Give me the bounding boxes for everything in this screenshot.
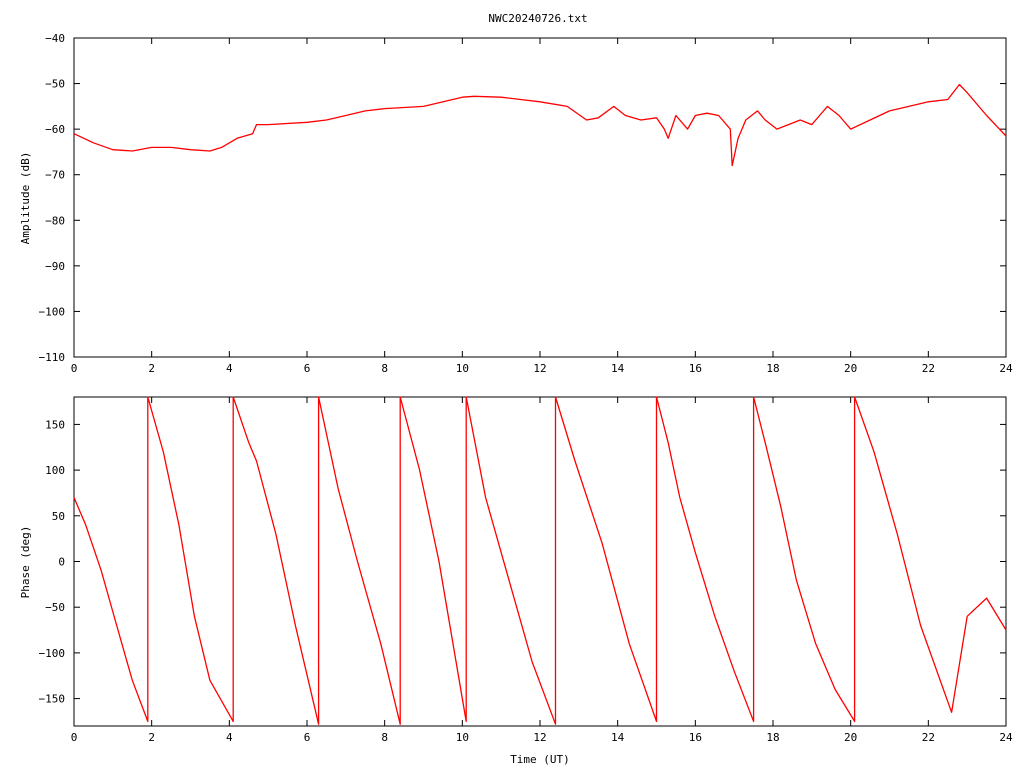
amplitude-x-tick-label: 0 <box>71 362 78 375</box>
phase-x-tick-label: 24 <box>999 731 1013 744</box>
phase-y-tick-label: 100 <box>45 464 65 477</box>
phase-panel: Phase (deg) Time (UT) 0 2 4 6 8 10 12 14 16 18 20 2… <box>19 396 1013 766</box>
amplitude-y-axis-label: Amplitude (dB) <box>19 152 32 245</box>
phase-x-tick-label: 22 <box>922 731 935 744</box>
phase-y-tick-label: 50 <box>52 510 65 523</box>
chart-title: NWC20240726.txt <box>488 12 587 25</box>
phase-y-tick-label: −50 <box>45 601 65 614</box>
amplitude-plot-frame <box>73 37 1007 358</box>
amplitude-series-line <box>73 83 1007 167</box>
phase-x-tick-label: 14 <box>611 731 625 744</box>
amplitude-x-tick-label: 6 <box>304 362 311 375</box>
amplitude-y-tick-label: −50 <box>45 78 65 91</box>
phase-x-axis-label: Time (UT) <box>510 753 570 766</box>
phase-y-tick-label: 150 <box>45 418 65 431</box>
phase-axis-ticks: 0 2 4 6 8 10 12 14 16 18 20 22 24150100500−50−100−15… <box>39 397 1013 744</box>
phase-series-line <box>73 396 1007 725</box>
amplitude-y-tick-label: −100 <box>39 305 66 318</box>
amplitude-x-tick-label: 24 <box>999 362 1013 375</box>
amplitude-panel: Amplitude (dB) 0 2 4 6 8 10 12 14 16 18 20 22 24−40−… <box>19 32 1013 375</box>
phase-x-tick-label: 0 <box>71 731 78 744</box>
amplitude-x-tick-label: 18 <box>766 362 779 375</box>
phase-y-tick-label: −100 <box>39 647 66 660</box>
amplitude-x-tick-label: 20 <box>844 362 857 375</box>
phase-x-tick-label: 2 <box>148 731 155 744</box>
phase-plot-frame <box>73 396 1007 727</box>
phase-series-group <box>73 396 1007 725</box>
amplitude-y-tick-label: −80 <box>45 214 65 227</box>
amplitude-x-tick-label: 14 <box>611 362 625 375</box>
phase-x-tick-label: 12 <box>533 731 546 744</box>
amplitude-x-tick-label: 8 <box>381 362 388 375</box>
phase-x-tick-label: 4 <box>226 731 233 744</box>
amplitude-y-tick-label: −110 <box>39 351 66 364</box>
phase-x-tick-label: 16 <box>689 731 702 744</box>
amplitude-y-tick-label: −60 <box>45 123 65 136</box>
phase-y-tick-label: 0 <box>58 556 65 569</box>
amplitude-x-tick-label: 10 <box>456 362 469 375</box>
amplitude-axis-ticks: 0 2 4 6 8 10 12 14 16 18 20 22 24−40−50−60−70−80−90−… <box>39 32 1013 375</box>
phase-x-tick-label: 10 <box>456 731 469 744</box>
amplitude-y-tick-label: −70 <box>45 169 65 182</box>
amplitude-series-group <box>73 83 1007 167</box>
phase-x-tick-label: 6 <box>304 731 311 744</box>
amplitude-x-tick-label: 22 <box>922 362 935 375</box>
amplitude-x-tick-label: 2 <box>148 362 155 375</box>
amplitude-y-tick-label: −40 <box>45 32 65 45</box>
phase-x-tick-label: 20 <box>844 731 857 744</box>
amplitude-x-tick-label: 4 <box>226 362 233 375</box>
phase-y-tick-label: −150 <box>39 693 66 706</box>
phase-y-axis-label: Phase (deg) <box>19 526 32 599</box>
amplitude-y-tick-label: −90 <box>45 260 65 273</box>
amplitude-x-tick-label: 12 <box>533 362 546 375</box>
amplitude-x-tick-label: 16 <box>689 362 702 375</box>
phase-x-tick-label: 18 <box>766 731 779 744</box>
phase-x-tick-label: 8 <box>381 731 388 744</box>
